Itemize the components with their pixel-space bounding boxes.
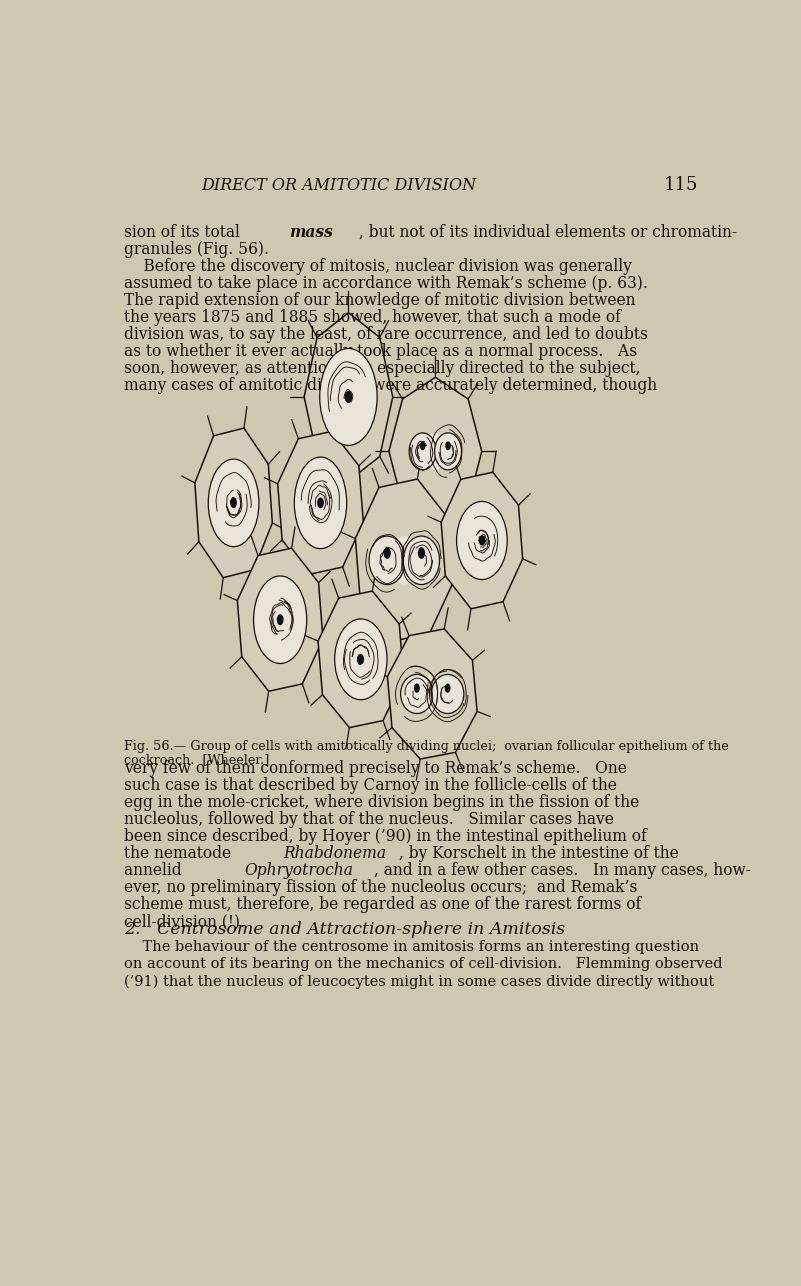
Ellipse shape <box>457 502 507 580</box>
Text: ever, no preliminary fission of the nucleolus occurs;  and Remak’s: ever, no preliminary fission of the nucl… <box>123 880 637 896</box>
Text: The rapid extension of our knowledge of mitotic division between: The rapid extension of our knowledge of … <box>123 292 635 309</box>
Text: such case is that described by Carnoy in the follicle-cells of the: such case is that described by Carnoy in… <box>123 777 617 793</box>
Text: granules (Fig. 56).: granules (Fig. 56). <box>123 242 268 258</box>
Circle shape <box>231 498 237 508</box>
Text: 2.   Centrosome and Attraction-sphere in Amitosis: 2. Centrosome and Attraction-sphere in A… <box>123 921 565 939</box>
Text: as to whether it ever actually took place as a normal process.   As: as to whether it ever actually took plac… <box>123 343 637 360</box>
Text: Before the discovery of mitosis, nuclear division was generally: Before the discovery of mitosis, nuclear… <box>123 258 632 275</box>
Text: the years 1875 and 1885 showed, however, that such a mode of: the years 1875 and 1885 showed, however,… <box>123 310 621 327</box>
Text: the nematode: the nematode <box>123 845 235 862</box>
Text: been since described, by Hoyer (’90) in the intestinal epithelium of: been since described, by Hoyer (’90) in … <box>123 828 646 845</box>
Ellipse shape <box>421 674 444 714</box>
Circle shape <box>414 683 420 693</box>
Polygon shape <box>318 592 404 728</box>
Ellipse shape <box>425 433 445 469</box>
Ellipse shape <box>254 576 307 664</box>
Text: Ophryotrocha: Ophryotrocha <box>244 862 353 880</box>
Text: (’91) that the nucleus of leucocytes might in some cases divide directly without: (’91) that the nucleus of leucocytes mig… <box>123 974 714 989</box>
Text: assumed to take place in accordance with Remak’s scheme (p. 63).: assumed to take place in accordance with… <box>123 275 647 292</box>
Text: Rhabdonema: Rhabdonema <box>283 845 386 862</box>
Text: scheme must, therefore, be regarded as one of the rarest forms of: scheme must, therefore, be regarded as o… <box>123 896 641 913</box>
Circle shape <box>418 548 425 559</box>
Circle shape <box>344 391 352 403</box>
Text: DIRECT OR AMITOTIC DIVISION: DIRECT OR AMITOTIC DIVISION <box>202 177 477 194</box>
Polygon shape <box>388 629 477 759</box>
Circle shape <box>384 548 391 559</box>
Circle shape <box>357 655 364 665</box>
Polygon shape <box>389 377 481 526</box>
Polygon shape <box>304 312 392 481</box>
Polygon shape <box>441 472 523 608</box>
Text: on account of its bearing on the mechanics of cell-division.   Flemming observed: on account of its bearing on the mechani… <box>123 957 723 971</box>
Ellipse shape <box>432 674 464 714</box>
Ellipse shape <box>335 619 387 700</box>
Circle shape <box>445 683 450 693</box>
Text: mass: mass <box>290 224 333 242</box>
Ellipse shape <box>400 674 433 714</box>
Text: , and in a few other cases.   In many cases, how-: , and in a few other cases. In many case… <box>374 862 751 880</box>
Text: soon, however, as attention was especially directed to the subject,: soon, however, as attention was especial… <box>123 360 640 377</box>
Polygon shape <box>195 428 272 577</box>
Text: 115: 115 <box>663 176 698 194</box>
Text: , by Korschelt in the intestine of the: , by Korschelt in the intestine of the <box>399 845 679 862</box>
Ellipse shape <box>294 457 347 549</box>
Text: egg in the mole-cricket, where division begins in the fission of the: egg in the mole-cricket, where division … <box>123 793 639 811</box>
Text: very few of them conformed precisely to Remak’s scheme.   One: very few of them conformed precisely to … <box>123 760 626 777</box>
Ellipse shape <box>369 536 405 585</box>
Text: nucleolus, followed by that of the nucleus.   Similar cases have: nucleolus, followed by that of the nucle… <box>123 811 614 828</box>
Text: cockroach.  [Wheeler.]: cockroach. [Wheeler.] <box>123 752 269 765</box>
Circle shape <box>479 535 485 545</box>
Ellipse shape <box>208 459 259 547</box>
Polygon shape <box>237 548 323 692</box>
Circle shape <box>276 615 284 625</box>
Text: many cases of amitotic division were accurately determined, though: many cases of amitotic division were acc… <box>123 377 657 395</box>
Circle shape <box>420 441 425 450</box>
Polygon shape <box>278 431 364 575</box>
Text: sion of its total: sion of its total <box>123 224 244 242</box>
Text: division was, to say the least, of rare occurrence, and led to doubts: division was, to say the least, of rare … <box>123 327 647 343</box>
Polygon shape <box>356 478 453 642</box>
Ellipse shape <box>404 536 440 585</box>
Text: Fig. 56.— Group of cells with amitotically dividing nuclei;  ovarian follicular : Fig. 56.— Group of cells with amitotical… <box>123 739 728 754</box>
Text: The behaviour of the centrosome in amitosis forms an interesting question: The behaviour of the centrosome in amito… <box>123 940 698 954</box>
Ellipse shape <box>391 536 417 585</box>
Text: cell-division (!).: cell-division (!). <box>123 913 245 930</box>
Ellipse shape <box>435 433 461 469</box>
Text: annelid: annelid <box>123 862 186 880</box>
Ellipse shape <box>409 433 436 469</box>
Circle shape <box>317 498 324 508</box>
Text: , but not of its individual elements or chromatin-: , but not of its individual elements or … <box>359 224 737 242</box>
Circle shape <box>445 441 451 450</box>
Ellipse shape <box>320 349 377 445</box>
